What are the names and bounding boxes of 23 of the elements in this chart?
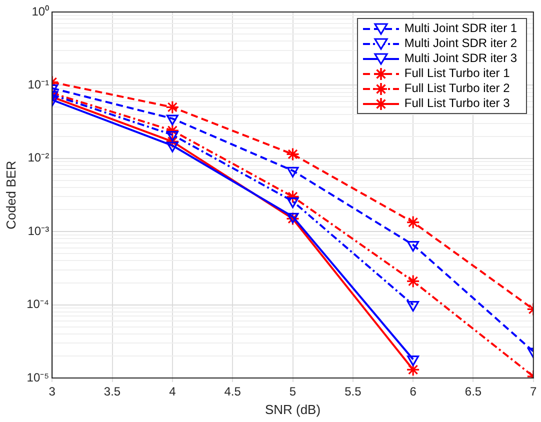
legend-label: Multi Joint SDR iter 2 — [404, 36, 518, 51]
y-axis-title: Coded BER — [3, 160, 18, 230]
y-tick-label: 10⁻⁵ — [26, 370, 50, 384]
x-tick-label: 6 — [410, 384, 417, 399]
y-tick-label: 10⁻⁴ — [26, 297, 50, 312]
legend-label: Full List Turbo iter 2 — [404, 81, 510, 96]
x-tick-label: 4.5 — [224, 384, 242, 399]
x-tick-label: 5.5 — [344, 384, 362, 399]
legend-label: Full List Turbo iter 3 — [404, 96, 510, 111]
x-tick-label: 3 — [48, 384, 56, 399]
x-tick-label: 7 — [530, 384, 538, 399]
y-tick-label: 10⁻² — [28, 150, 50, 165]
x-tick-label: 6.5 — [464, 384, 482, 399]
x-tick-label: 3.5 — [104, 384, 121, 399]
legend-label: Multi Joint SDR iter 1 — [404, 21, 518, 36]
x-tick-label: 4 — [169, 384, 176, 399]
legend-label: Full List Turbo iter 1 — [404, 66, 510, 81]
y-tick-label: 10⁰ — [32, 4, 50, 18]
legend-label: Multi Joint SDR iter 3 — [404, 51, 518, 66]
x-axis-title: SNR (dB) — [264, 402, 321, 417]
x-tick-label: 5 — [289, 384, 296, 399]
y-tick-label: 10⁻³ — [28, 224, 50, 238]
y-tick-label: 10⁻¹ — [28, 78, 50, 92]
